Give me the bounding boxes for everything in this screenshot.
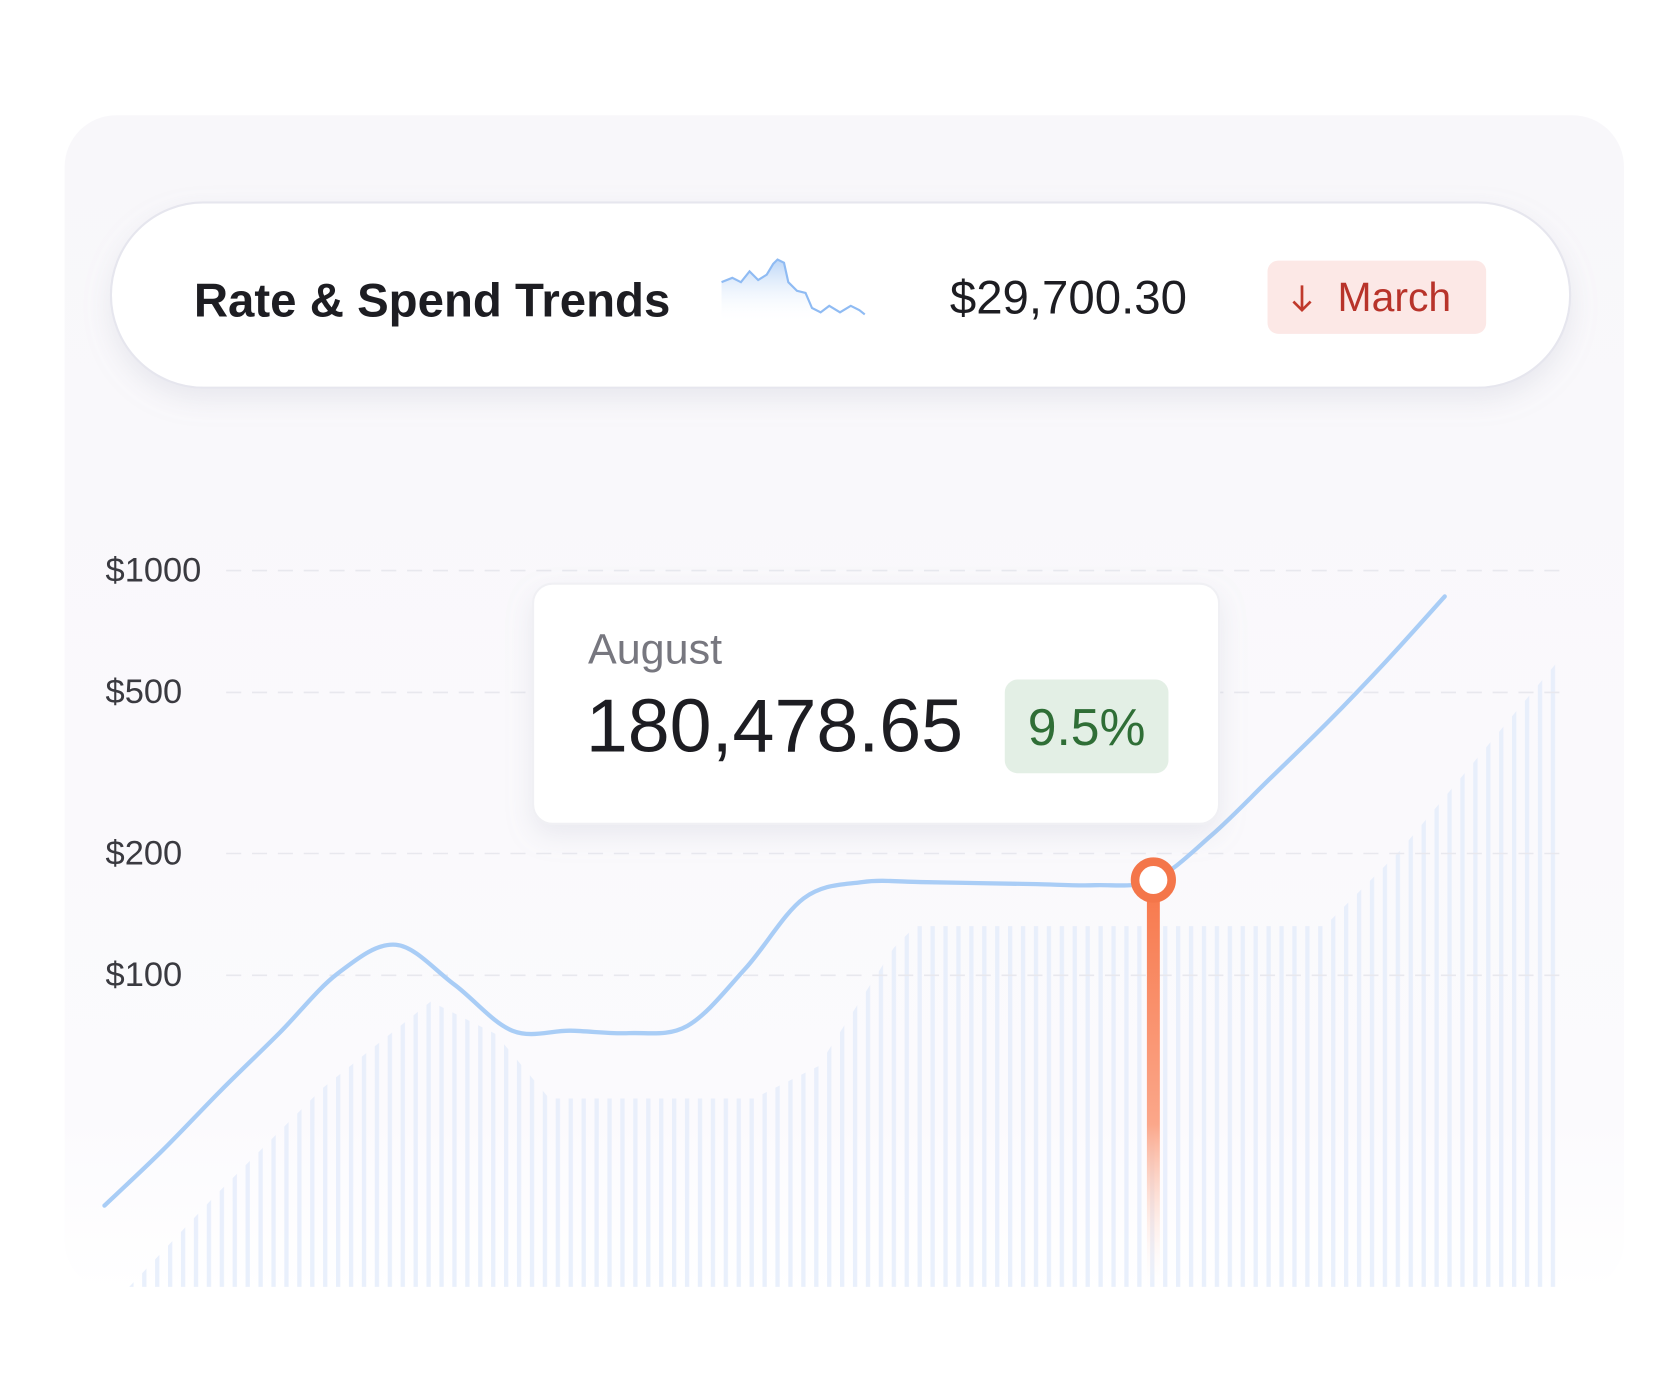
y-tick-label: $1000 — [106, 551, 202, 589]
badge — [1267, 260, 1487, 334]
change-value: 9.5% — [1028, 698, 1146, 756]
y-tick-label: $100 — [106, 956, 183, 994]
badge-label: March — [1338, 274, 1452, 320]
y-tick-label: $200 — [106, 834, 183, 872]
grid: $1000 $500 $200 $100 — [106, 551, 1562, 994]
header-title: Rate & Spend Trends — [194, 275, 670, 328]
tooltip-label: August — [588, 625, 722, 673]
tooltip-value: 180,478.65 — [586, 684, 963, 768]
highlight-stem — [1146, 880, 1160, 1287]
y-tick-label: $500 — [106, 673, 183, 711]
sparkline — [721, 258, 866, 316]
highlight-point — [1130, 857, 1176, 903]
down-arrow-icon — [1292, 285, 1312, 313]
plot — [102, 594, 1447, 1287]
background-bars — [129, 656, 1562, 1287]
header-pill — [109, 201, 1572, 389]
change-badge — [1004, 679, 1169, 774]
line — [102, 594, 1447, 1208]
header-amount: $29,700.30 — [950, 271, 1187, 324]
